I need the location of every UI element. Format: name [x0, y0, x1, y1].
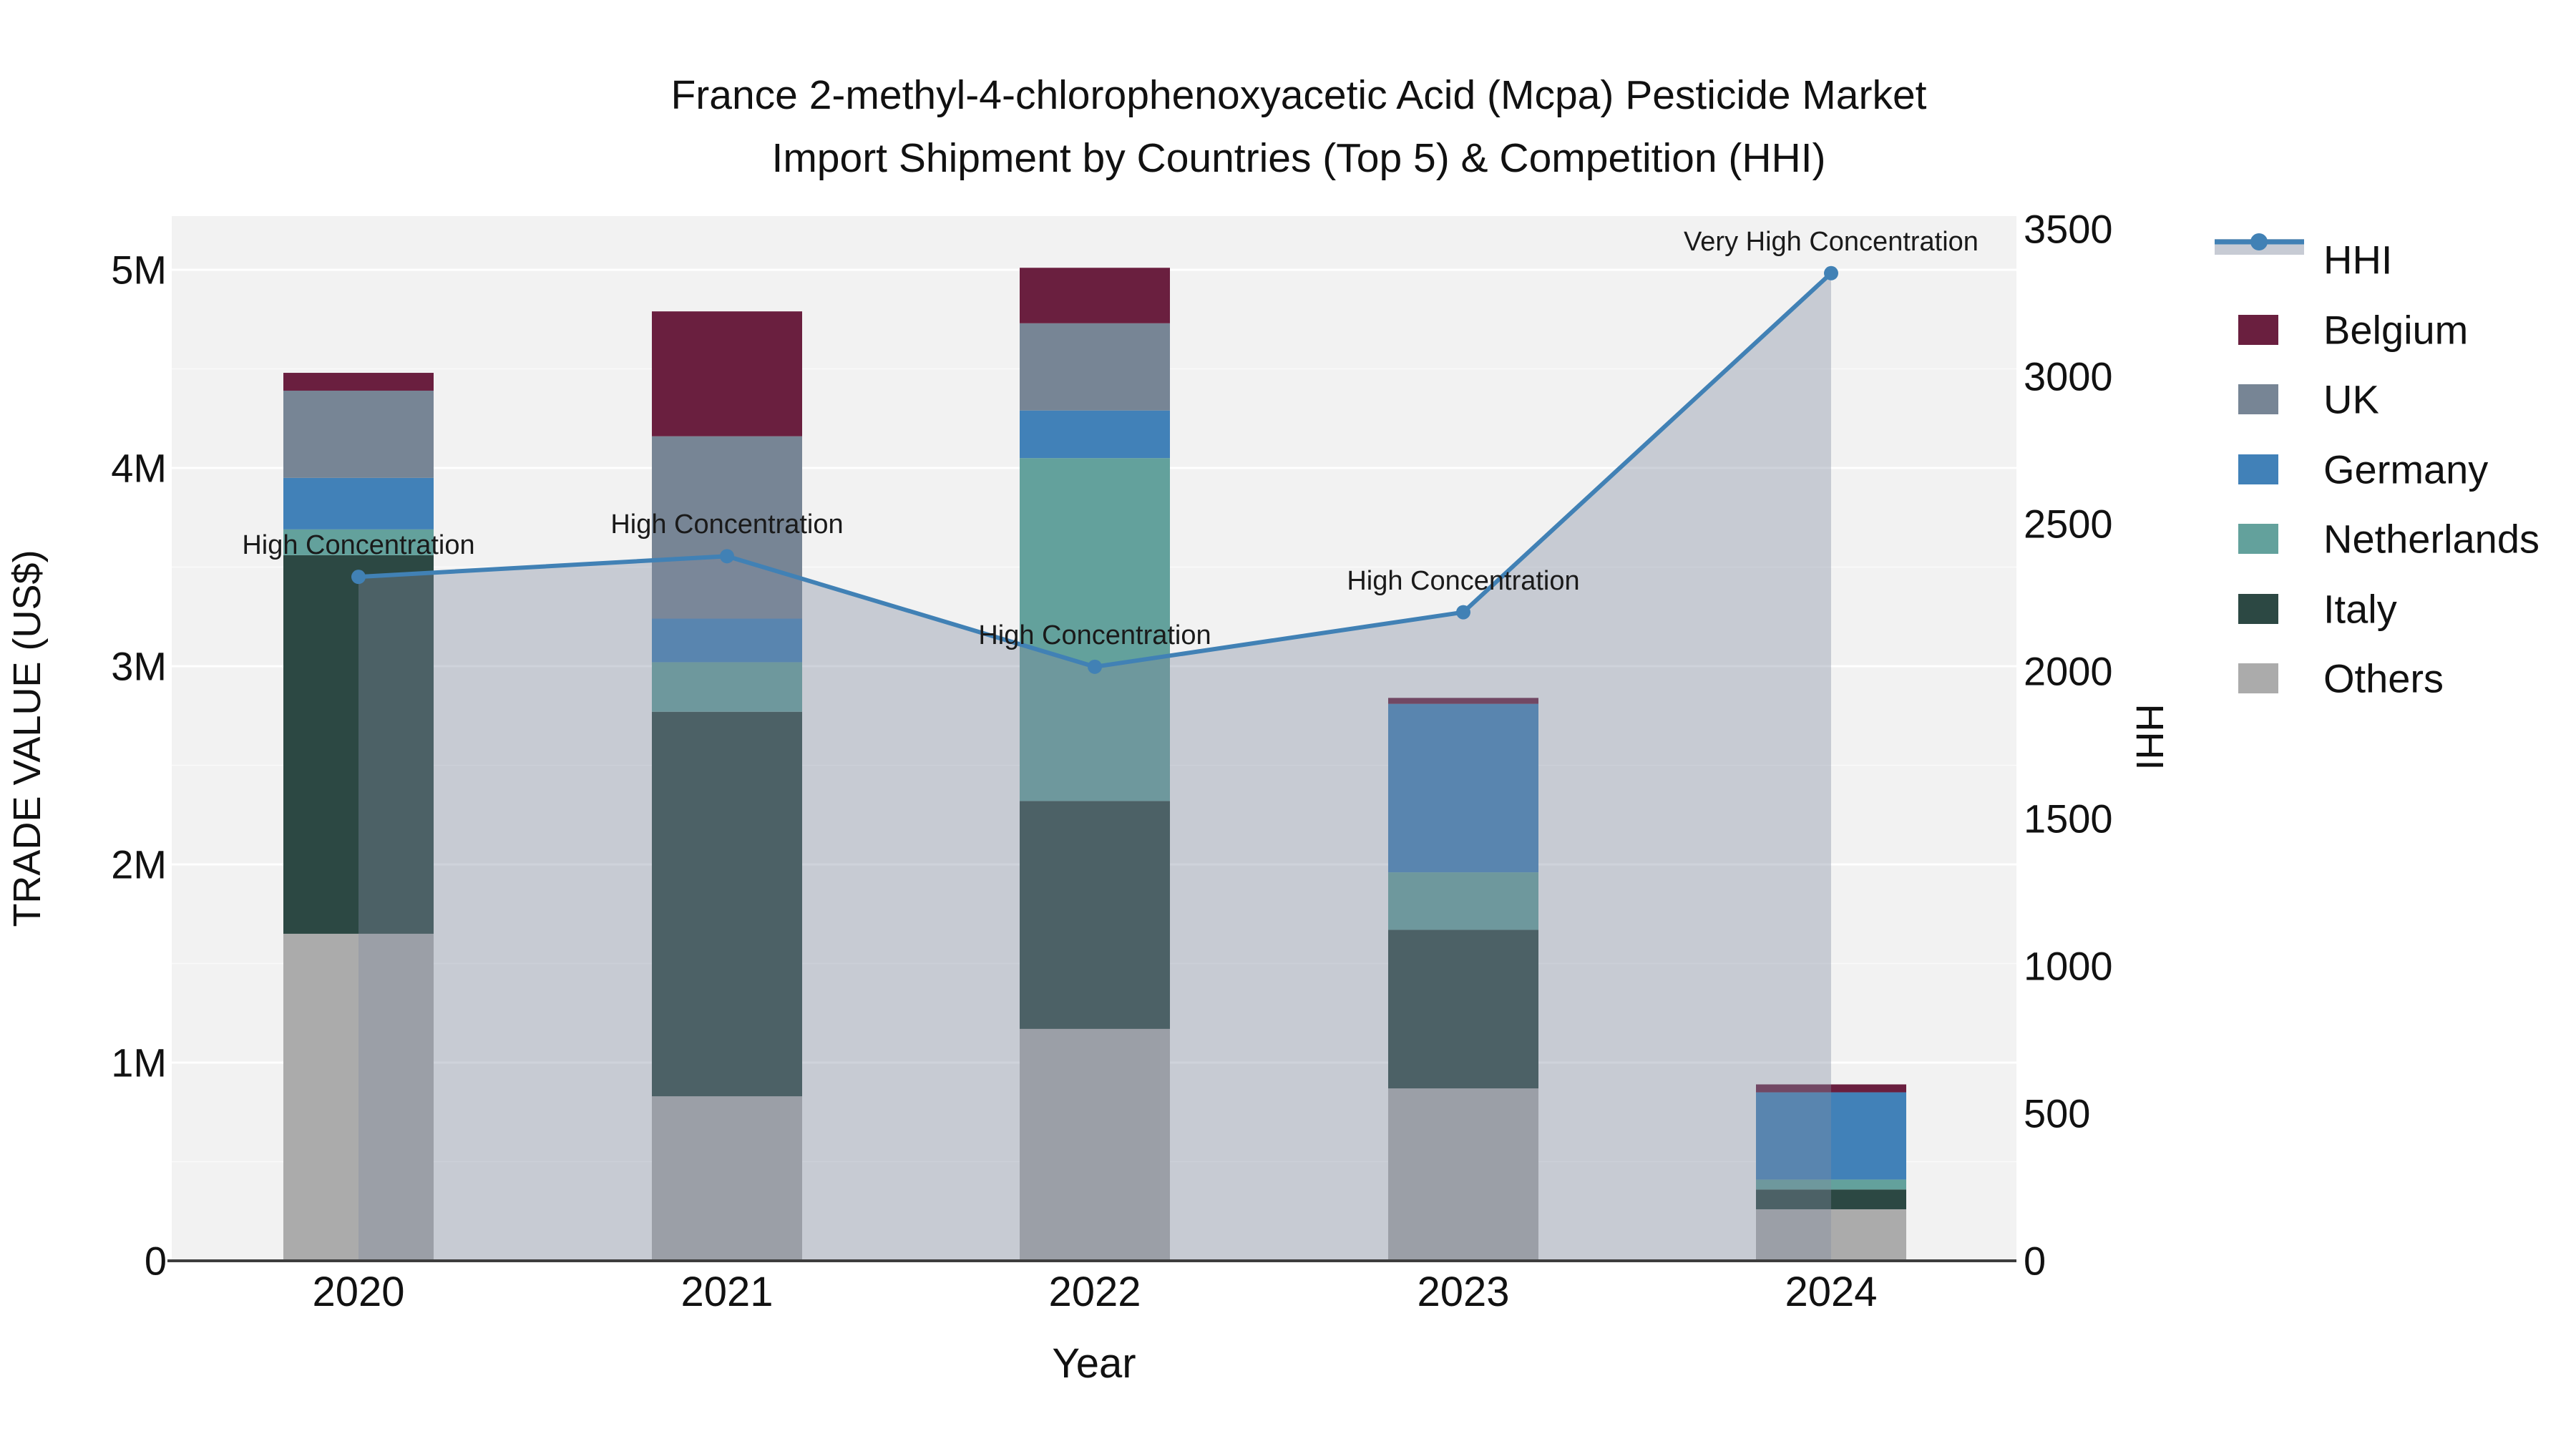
legend-swatch-belgium-icon	[2238, 314, 2278, 345]
hhi-point-2021[interactable]	[720, 549, 734, 564]
bar-segment-italy-2022[interactable]	[1020, 801, 1170, 1029]
legend-label-germany: Germany	[2323, 447, 2489, 492]
x-tick-2022: 2022	[1048, 1269, 1141, 1315]
y-right-tick-500: 500	[2024, 1091, 2091, 1136]
legend-label-netherlands: Netherlands	[2323, 516, 2540, 562]
y-right-axis-title: HHI	[2128, 703, 2171, 771]
legend-swatch-germany-icon	[2238, 454, 2278, 484]
y-left-tick-1M: 1M	[111, 1040, 167, 1085]
bar-segment-uk-2021[interactable]	[652, 436, 802, 619]
annotation-2022: High Concentration	[978, 620, 1211, 650]
bar-segment-others-2023[interactable]	[1388, 1088, 1538, 1261]
bar-segment-uk-2020[interactable]	[283, 390, 434, 478]
bar-segment-italy-2020[interactable]	[283, 555, 434, 934]
legend-label-italy: Italy	[2323, 586, 2397, 631]
bar-segment-others-2022[interactable]	[1020, 1028, 1170, 1261]
bar-segment-belgium-2023[interactable]	[1388, 698, 1538, 704]
legend-swatch-italy-icon	[2238, 593, 2278, 624]
annotation-2024: Very High Concentration	[1684, 226, 1979, 257]
bar-segment-others-2021[interactable]	[652, 1096, 802, 1261]
bar-segment-others-2020[interactable]	[283, 933, 434, 1261]
legend-swatch-uk-icon	[2238, 384, 2278, 414]
legend-label-uk: UK	[2323, 376, 2379, 422]
bar-segment-germany-2024[interactable]	[1756, 1092, 1906, 1180]
hhi-point-2024[interactable]	[1824, 265, 1838, 280]
y-left-tick-4M: 4M	[111, 445, 167, 491]
bar-segment-germany-2020[interactable]	[283, 477, 434, 530]
legend-label-belgium: Belgium	[2323, 307, 2469, 352]
bar-segment-italy-2021[interactable]	[652, 711, 802, 1097]
bar-segment-italy-2023[interactable]	[1388, 930, 1538, 1089]
legend-label-others: Others	[2323, 655, 2444, 701]
hhi-point-2022[interactable]	[1088, 659, 1102, 674]
y-right-tick-3500: 3500	[2024, 206, 2113, 252]
annotation-2021: High Concentration	[610, 509, 844, 540]
legend-swatch-netherlands-icon	[2238, 524, 2278, 554]
bar-segment-italy-2024[interactable]	[1756, 1189, 1906, 1209]
bar-segment-germany-2023[interactable]	[1388, 703, 1538, 873]
x-axis-title: Year	[1052, 1340, 1136, 1387]
x-tick-2024: 2024	[1785, 1269, 1878, 1315]
hhi-area-fill	[358, 273, 1831, 1261]
bar-segment-germany-2022[interactable]	[1020, 410, 1170, 459]
legend-label-hhi: HHI	[2323, 237, 2393, 283]
bar-segment-belgium-2024[interactable]	[1756, 1084, 1906, 1093]
y-right-tick-1000: 1000	[2024, 943, 2113, 989]
annotation-2020: High Concentration	[242, 530, 475, 561]
hhi-point-2023[interactable]	[1456, 605, 1470, 620]
bar-segment-uk-2022[interactable]	[1020, 323, 1170, 411]
bar-segment-netherlands-2023[interactable]	[1388, 872, 1538, 930]
chart-title-line2: Import Shipment by Countries (Top 5) & C…	[771, 135, 1826, 181]
hhi-point-2020[interactable]	[351, 570, 366, 585]
bar-segment-netherlands-2021[interactable]	[652, 662, 802, 712]
bar-segment-netherlands-2022[interactable]	[1020, 458, 1170, 801]
bar-segment-germany-2021[interactable]	[652, 618, 802, 663]
hhi-legend-glyph-icon	[2215, 230, 2304, 259]
y-right-tick-2500: 2500	[2024, 501, 2113, 547]
y-right-tick-1500: 1500	[2024, 796, 2113, 841]
y-left-tick-5M: 5M	[111, 247, 167, 293]
x-tick-2021: 2021	[680, 1269, 774, 1315]
legend-swatch-others-icon	[2238, 663, 2278, 693]
chart-title-line1: France 2-methyl-4-chlorophenoxyacetic Ac…	[670, 72, 1927, 118]
bar-segment-netherlands-2020[interactable]	[283, 529, 434, 555]
annotation-2023: High Concentration	[1347, 565, 1580, 596]
y-left-tick-3M: 3M	[111, 643, 167, 689]
y-left-tick-0: 0	[144, 1238, 167, 1284]
y-right-tick-3000: 3000	[2024, 353, 2113, 399]
y-left-axis-title: TRADE VALUE (US$)	[6, 550, 49, 927]
bar-segment-netherlands-2024[interactable]	[1756, 1179, 1906, 1190]
bar-segment-belgium-2022[interactable]	[1020, 268, 1170, 323]
y-right-tick-2000: 2000	[2024, 648, 2113, 694]
bar-segment-belgium-2021[interactable]	[652, 311, 802, 436]
y-left-tick-2M: 2M	[111, 841, 167, 887]
bar-segment-belgium-2020[interactable]	[283, 373, 434, 391]
x-tick-2020: 2020	[312, 1269, 405, 1315]
bar-segment-others-2024[interactable]	[1756, 1209, 1906, 1261]
x-tick-2023: 2023	[1417, 1269, 1510, 1315]
y-right-tick-0: 0	[2024, 1238, 2046, 1284]
